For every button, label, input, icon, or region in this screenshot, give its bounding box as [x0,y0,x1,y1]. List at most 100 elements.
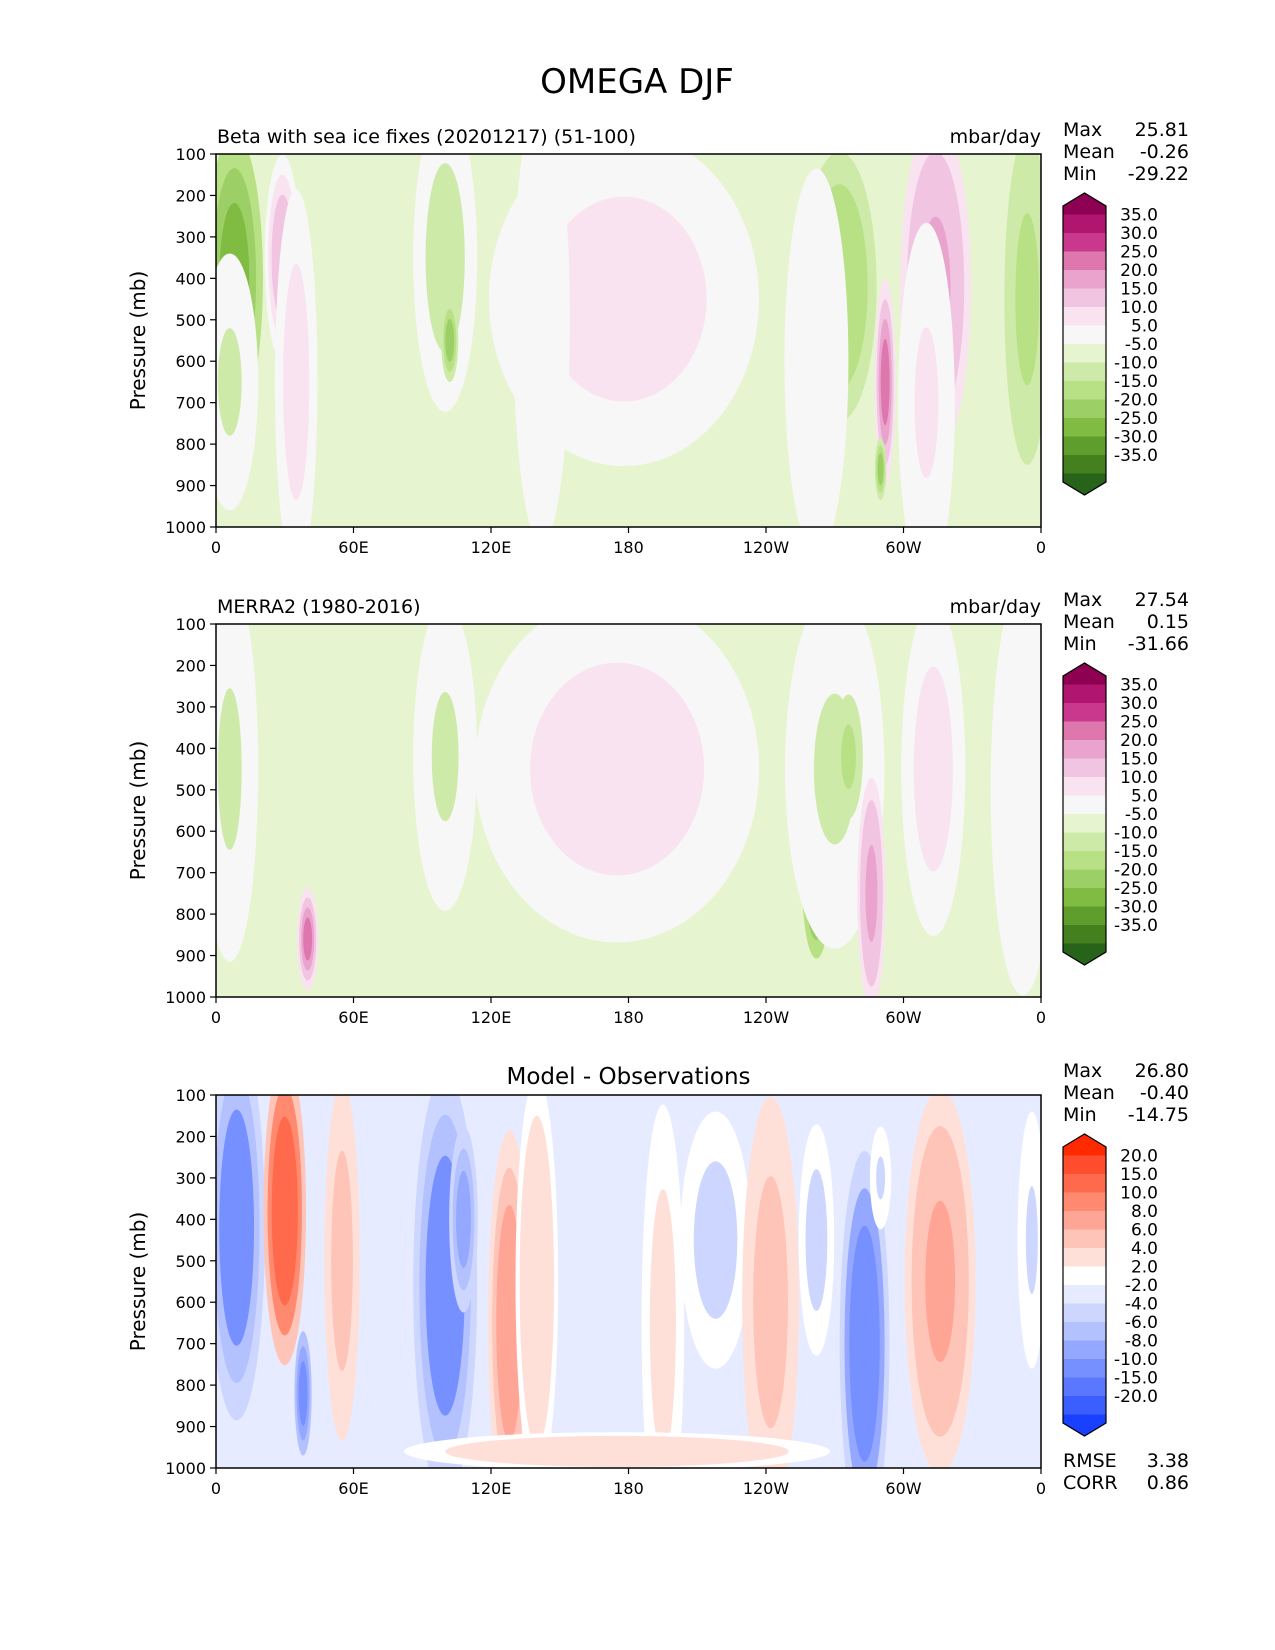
colorbar-cell [1063,288,1106,308]
colorbar-label: 15.0 [1120,280,1158,300]
contour-blob [449,1126,478,1313]
stat-label: Mean [1063,141,1115,163]
contour-level [557,696,677,842]
contour-blob [857,777,886,997]
colorbar-cell [1063,214,1106,234]
colorbar-cell [1063,888,1106,907]
colorbar-label: -5.0 [1125,805,1158,825]
contour-blob [513,154,570,527]
stat-value: 0.15 [1147,611,1189,633]
y-tick-label: 200 [175,186,206,205]
stat-label: Mean [1063,611,1115,633]
colorbar-cell [1063,270,1106,289]
colorbar-label: 30.0 [1120,224,1158,244]
contour-level [700,1186,731,1294]
colorbar-cell [1063,344,1106,363]
colorbar-cell [1063,1285,1106,1304]
y-tick-label: 500 [175,1252,206,1271]
y-tick-label: 500 [175,781,206,800]
colorbar-label: 10.0 [1120,1184,1158,1204]
colorbar-cell [1063,1340,1106,1360]
colorbar-cell [1063,1174,1106,1193]
contour-blob [216,253,259,511]
contour-level [298,1361,308,1426]
y-tick-label: 900 [175,947,206,966]
colorbar-label: 25.0 [1120,713,1158,733]
x-tick-label: 120W [743,1479,790,1498]
stat-label: Mean [1063,1082,1115,1104]
y-tick-label: 100 [175,1086,206,1105]
colorbar-label: 10.0 [1120,768,1158,788]
contour-blob [475,624,760,943]
contour-level [500,1242,519,1404]
x-tick-label: 60E [338,538,368,557]
contour-level [527,1443,707,1460]
contour-blob [274,189,318,527]
panel-title: MERRA2 (1980-2016) [217,596,421,618]
y-tick-label: 400 [175,739,206,758]
stat-value: 26.80 [1135,1060,1189,1082]
y-tick-label: 600 [175,352,206,371]
colorbar-cell [1063,740,1106,759]
x-tick-label: 120E [471,1479,512,1498]
colorbar-label: -30.0 [1114,898,1158,918]
colorbar-cell [1063,1134,1106,1156]
contour-blob [874,279,896,485]
stat-label: Min [1063,1104,1097,1126]
panel-title: Model - Observations [506,1064,750,1090]
contour-blob [898,222,955,527]
y-tick-label: 200 [175,1127,206,1146]
stat-label: Max [1063,1060,1102,1082]
contour-blob [869,1126,892,1230]
colorbar-label: 20.0 [1120,731,1158,751]
y-axis-label: Pressure (mb) [126,741,150,881]
contour-blob [441,299,459,382]
contour-level [217,328,242,436]
colorbar-cell [1063,1211,1106,1230]
colorbar-label: 20.0 [1120,1147,1158,1167]
y-tick-label: 300 [175,1169,206,1188]
contour-blob [515,1095,559,1468]
contour-level [456,1170,471,1268]
colorbar: 20.015.010.08.06.04.02.0-2.0-4.0-6.0-8.0… [1062,1133,1158,1437]
colorbar-label: -15.0 [1114,842,1158,862]
colorbar-cell [1063,325,1106,345]
colorbar-cell [1063,473,1106,495]
contour-field [216,624,1041,997]
panel-3: 100 200 300 400 500 600 700 800 900 1000 0 60E 120E 1… [126,1060,1189,1498]
colorbar-label: 15.0 [1120,750,1158,770]
contour-blob [1004,154,1041,465]
y-tick-label: 800 [175,435,206,454]
y-tick-label: 100 [175,615,206,634]
contour-level [527,1195,546,1368]
x-tick-label: 60W [885,1479,921,1498]
colorbar-cell [1063,814,1106,833]
colorbar-cell [1063,1303,1106,1323]
contour-level [880,338,890,426]
contour-blob [263,1095,307,1366]
colorbar-cell [1063,832,1106,852]
colorbar-cell [1063,307,1106,326]
colorbar-label: -10.0 [1114,824,1158,844]
y-tick-label: 400 [175,269,206,288]
y-tick-label: 1000 [165,1459,206,1478]
colorbar-cell [1063,925,1106,944]
y-axis-label: Pressure (mb) [126,1212,150,1352]
x-tick-label: 180 [613,538,644,557]
contour-blob [834,694,863,819]
y-tick-label: 900 [175,477,206,496]
x-tick-label: 0 [1036,1008,1046,1027]
contour-level [758,1216,783,1389]
colorbar-cell [1063,251,1106,271]
stat-value: -14.75 [1128,1104,1189,1126]
colorbar-outline [1062,1133,1107,1437]
colorbar-label: -15.0 [1114,372,1158,392]
stat-value: 25.81 [1135,119,1189,141]
colorbar-cell [1063,721,1106,741]
colorbar-cell [1063,233,1106,252]
contour-level [217,688,242,850]
x-tick-label: 60W [885,1008,921,1027]
colorbar-label: -8.0 [1125,1332,1158,1352]
colorbar: 35.030.025.020.015.010.05.0-5.0-10.0-15.… [1062,192,1158,496]
